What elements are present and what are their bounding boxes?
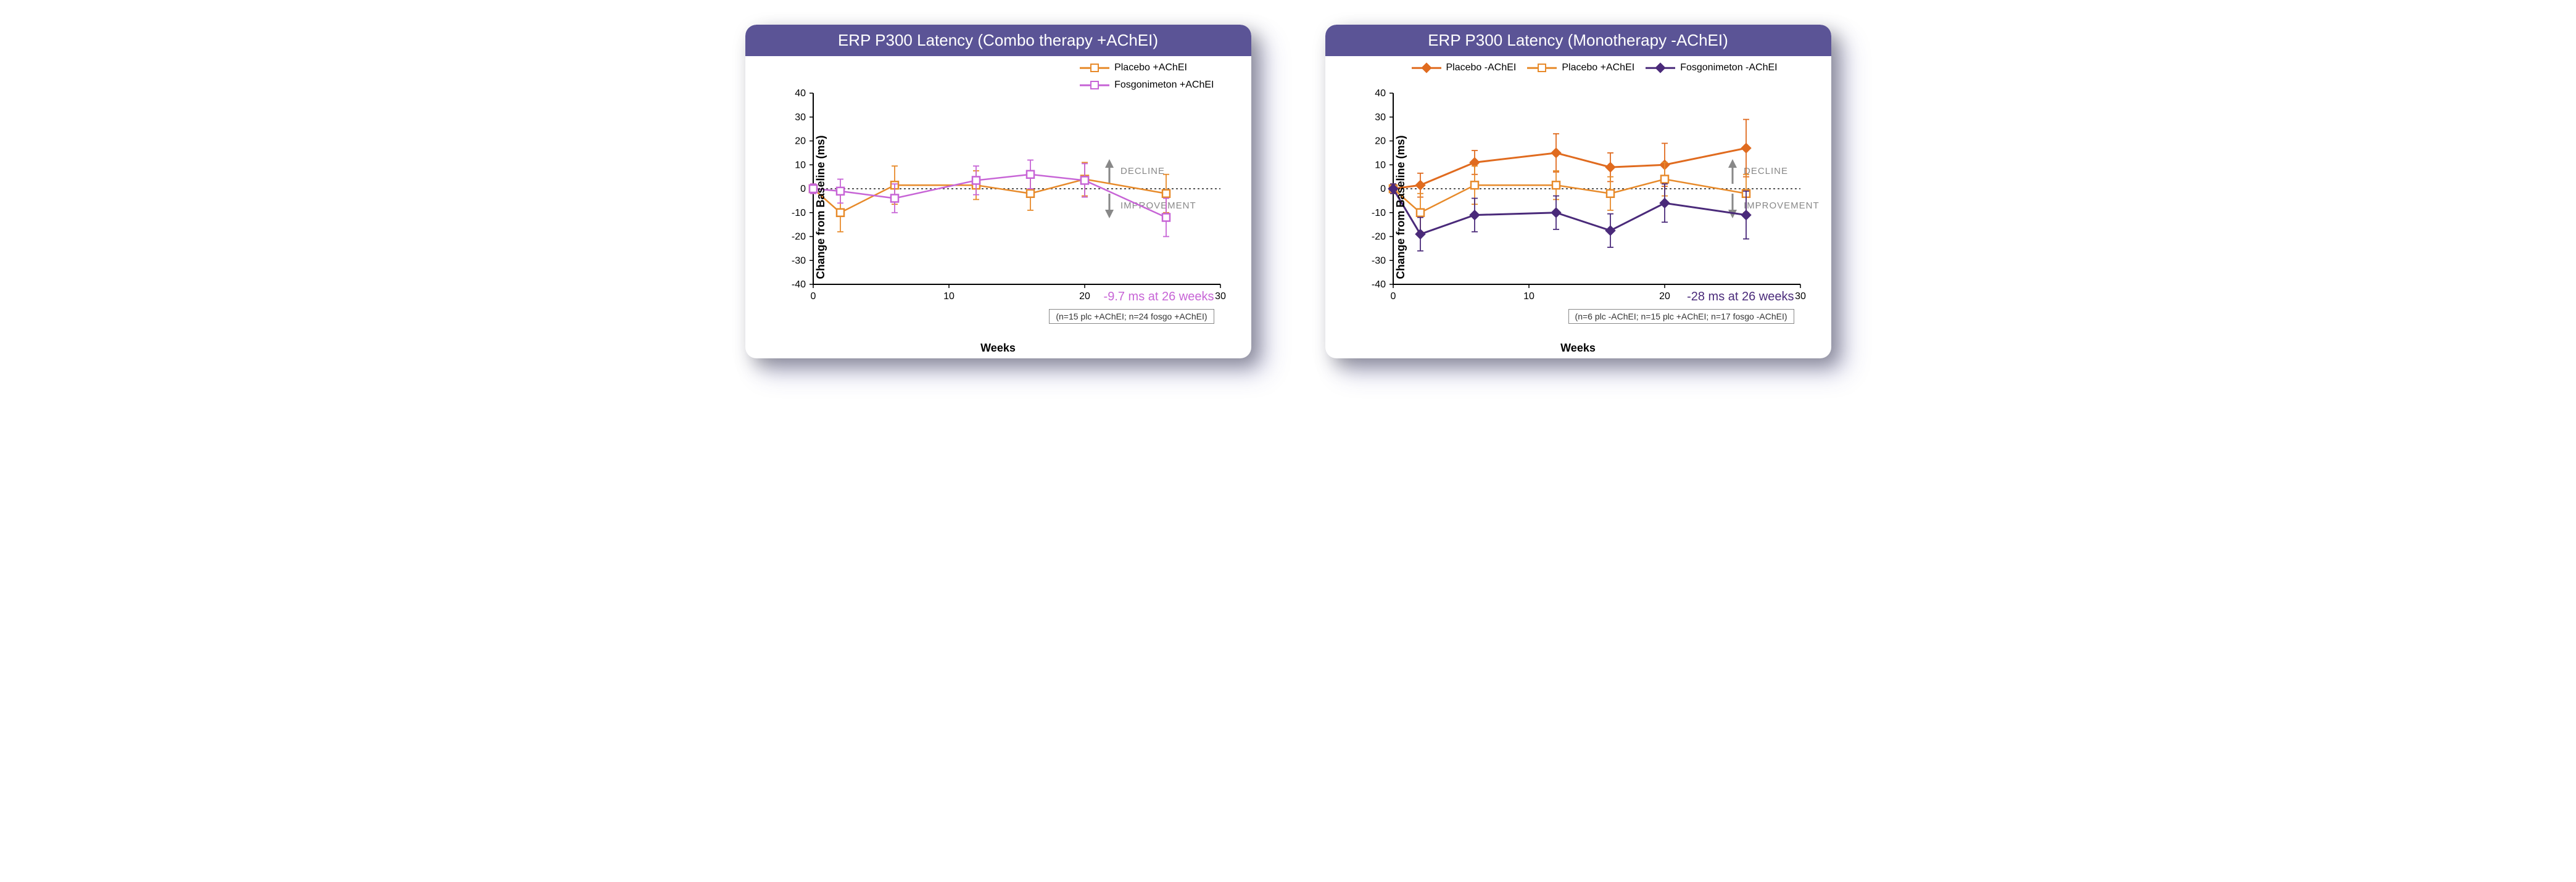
chart-title: ERP P300 Latency (Combo therapy +AChEI) [745,25,1251,56]
legend-label: Placebo +AChEI [1114,62,1187,73]
svg-text:0: 0 [1380,184,1386,194]
svg-text:IMPROVEMENT: IMPROVEMENT [1744,200,1819,211]
legend-item: Placebo +AChEI [1080,62,1214,73]
legend: Placebo +AChEI Fosgonimeton +AChEI [1080,62,1214,91]
svg-text:20: 20 [1079,291,1090,302]
chart-card-mono: ERP P300 Latency (Monotherapy -AChEI) Ch… [1325,25,1831,358]
svg-text:-30: -30 [791,255,805,266]
svg-text:20: 20 [795,136,806,147]
sample-size-box: (n=15 plc +AChEI; n=24 fosgo +AChEI) [1049,309,1214,324]
callout-text: -9.7 ms at 26 weeks [1104,290,1214,304]
chart-title: ERP P300 Latency (Monotherapy -AChEI) [1325,25,1831,56]
svg-text:30: 30 [795,112,806,123]
svg-text:10: 10 [1523,291,1534,302]
legend: Placebo -AChEI Placebo +AChEI Fosgonimeton… [1412,62,1819,73]
legend-item: Placebo +AChEI [1527,62,1634,73]
sample-size-box: (n=6 plc -AChEI; n=15 plc +AChEI; n=17 f… [1568,309,1794,324]
svg-text:0: 0 [810,291,816,302]
svg-text:DECLINE: DECLINE [1744,166,1788,176]
svg-text:10: 10 [1375,160,1386,170]
callout-text: -28 ms at 26 weeks [1687,290,1794,304]
svg-text:-10: -10 [1371,208,1385,218]
svg-text:30: 30 [1375,112,1386,123]
legend-item: Fosgonimeton -AChEI [1646,62,1777,73]
svg-text:-40: -40 [1371,279,1385,290]
legend-item: Fosgonimeton +AChEI [1080,80,1214,91]
svg-text:20: 20 [1659,291,1670,302]
legend-label: Placebo +AChEI [1562,62,1634,73]
x-axis-label: Weeks [980,342,1016,355]
svg-text:30: 30 [1795,291,1806,302]
x-axis-label: Weeks [1560,342,1596,355]
svg-text:10: 10 [795,160,806,170]
svg-text:40: 40 [1375,88,1386,99]
chart-body: Change from Baseline (ms) -40 -30 -20 -10 0 1… [1325,56,1831,358]
legend-item: Placebo -AChEI [1412,62,1517,73]
svg-text:-40: -40 [791,279,805,290]
chart-body: Change from Baseline (ms) -40 -30 -20 -10 0 1… [745,56,1251,358]
svg-text:40: 40 [795,88,806,99]
legend-label: Placebo -AChEI [1446,62,1517,73]
y-axis-label: Change from Baseline (ms) [1394,135,1407,279]
chart-svg: -40-30-20-100102030400102030DECLINEIMPRO… [758,62,1239,321]
svg-text:-20: -20 [1371,232,1385,242]
svg-text:0: 0 [800,184,806,194]
svg-text:-30: -30 [1371,255,1385,266]
svg-text:30: 30 [1215,291,1226,302]
svg-text:10: 10 [943,291,955,302]
svg-text:-10: -10 [791,208,805,218]
legend-label: Fosgonimeton +AChEI [1114,80,1214,91]
svg-text:DECLINE: DECLINE [1120,166,1165,176]
svg-text:-20: -20 [791,232,805,242]
svg-text:0: 0 [1390,291,1396,302]
legend-label: Fosgonimeton -AChEI [1680,62,1777,73]
svg-text:20: 20 [1375,136,1386,147]
chart-card-combo: ERP P300 Latency (Combo therapy +AChEI) … [745,25,1251,358]
chart-svg: -40 -30 -20 -10 0 10 20 30 40 0 10 20 30 DECLINE IMPRO… [1338,62,1819,321]
y-axis-label: Change from Baseline (ms) [814,135,827,279]
